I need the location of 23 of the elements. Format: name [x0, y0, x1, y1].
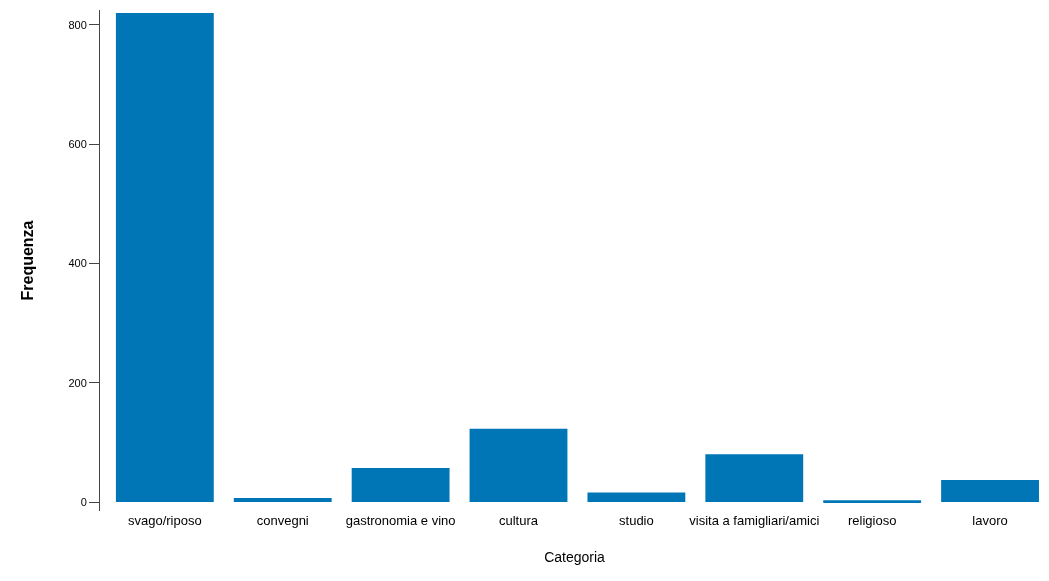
x-tick-label: cultura	[498, 513, 539, 528]
bar	[351, 468, 450, 503]
x-tick-label: visita a famigliari/amici	[689, 513, 820, 528]
bar	[587, 492, 686, 503]
x-tick-label: gastronomia e vino	[345, 513, 456, 528]
y-axis-title: Frequenza	[19, 220, 37, 301]
bar	[941, 479, 1039, 503]
x-tick-label: svago/riposo	[127, 513, 202, 528]
x-tick-label: studio	[619, 513, 654, 528]
x-tick-label: religioso	[847, 513, 897, 528]
bar	[115, 12, 214, 503]
y-tick-label: 200	[68, 376, 87, 389]
x-tick-label: convegni	[256, 513, 309, 528]
bar	[469, 428, 568, 503]
bar	[823, 500, 922, 503]
bar	[233, 497, 332, 503]
y-tick-label: 400	[68, 257, 87, 270]
x-axis-title: Categoria	[544, 549, 606, 566]
y-tick-label: 600	[68, 138, 87, 151]
x-tick-label: lavoro	[972, 513, 1008, 528]
bar	[705, 454, 804, 503]
y-tick-label: 800	[68, 18, 87, 31]
y-tick-label: 0	[80, 495, 87, 508]
